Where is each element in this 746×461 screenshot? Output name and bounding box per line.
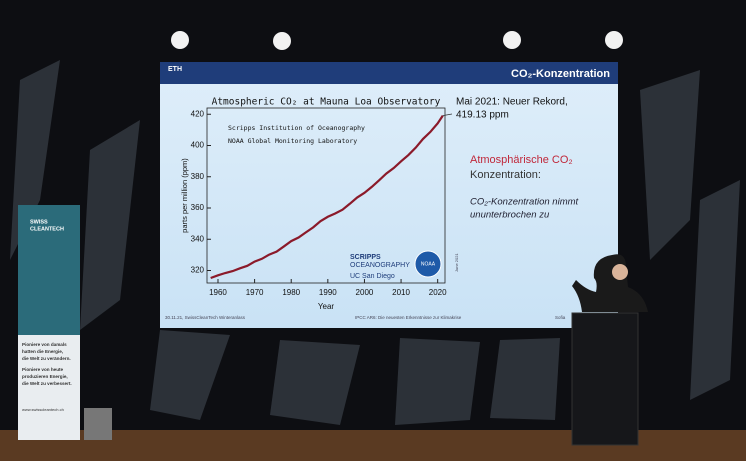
- banner-line: hatten die Energie,: [22, 349, 63, 354]
- stage-light: [84, 408, 112, 440]
- chart-note: Scripps Institution of Oceanography: [228, 124, 365, 132]
- speaker: [572, 254, 648, 312]
- x-tick-label: 2010: [392, 288, 410, 297]
- banner-line: Pioniere von heute: [22, 367, 64, 372]
- side-text: ununterbrochen zu: [470, 210, 550, 221]
- y-tick-label: 320: [191, 266, 205, 275]
- banner-image: [18, 205, 80, 335]
- side-title: Atmosphärische CO₂: [470, 154, 573, 166]
- banner-line: produzieren Energie,: [22, 374, 68, 379]
- slide-header: [160, 62, 618, 84]
- speaker-face: [612, 264, 628, 280]
- y-tick-label: 360: [191, 203, 205, 212]
- x-tick-label: 1960: [209, 288, 227, 297]
- logo-text: UC San Diego: [350, 273, 395, 280]
- noaa-logo: [414, 250, 442, 278]
- stage-lights: [171, 31, 623, 50]
- side-text: CO₂-Konzentration nimmt: [470, 197, 579, 208]
- logo-text: SCRIPPS: [350, 254, 381, 261]
- plot-frame: [206, 107, 446, 284]
- logo-text: OCEANOGRAPHY: [350, 262, 410, 269]
- slide-footer: Sofia: [555, 315, 566, 320]
- annotation: Mai 2021: Neuer Rekord,: [456, 97, 568, 108]
- annotation: 419.13 ppm: [456, 110, 509, 121]
- logo-text: June 2021: [454, 253, 459, 272]
- slide-footer: IPCC AR6: Die neuesten Erkenntnisse zur …: [355, 315, 462, 320]
- y-tick-label: 420: [191, 109, 205, 118]
- y-tick-label: 340: [191, 234, 205, 243]
- y-tick-label: 380: [191, 172, 205, 181]
- slide-logo: ETH: [168, 66, 182, 73]
- annotation-arrow: [442, 113, 453, 116]
- slide-footer: 30.11.21, SwissCleanTech Winteranlass: [165, 315, 246, 320]
- banner-line: die Welt zu verbessert.: [22, 381, 72, 386]
- y-axis-label: parts per million (ppm): [180, 158, 189, 233]
- slide-heading: CO₂-Konzentration: [511, 68, 610, 80]
- banner-line: Pioniere von damals: [22, 342, 67, 347]
- x-tick-label: 2000: [356, 288, 374, 297]
- banner-url: www.swisscleantech.ch: [22, 407, 64, 412]
- x-axis-label: Year: [318, 302, 335, 311]
- banner-line: die Welt zu verändern.: [22, 356, 71, 361]
- podium: [571, 312, 639, 446]
- x-tick-label: 1970: [246, 288, 264, 297]
- x-tick-label: 2020: [429, 288, 447, 297]
- data-line: [210, 114, 444, 280]
- y-tick-label: 400: [191, 141, 205, 150]
- x-tick-label: 1990: [319, 288, 337, 297]
- banner-title: CLEANTECH: [30, 226, 64, 232]
- banner-title: SWISS: [30, 219, 48, 225]
- x-tick-label: 1980: [282, 288, 300, 297]
- side-title: Konzentration:: [470, 169, 541, 181]
- logo-text: NOAA: [421, 261, 436, 267]
- slide: [160, 62, 618, 328]
- curtain-pattern: [10, 60, 740, 425]
- chart-note: NOAA Global Monitoring Laboratory: [228, 137, 357, 145]
- chart-title: Atmospheric CO₂ at Mauna Loa Observatory: [212, 97, 441, 108]
